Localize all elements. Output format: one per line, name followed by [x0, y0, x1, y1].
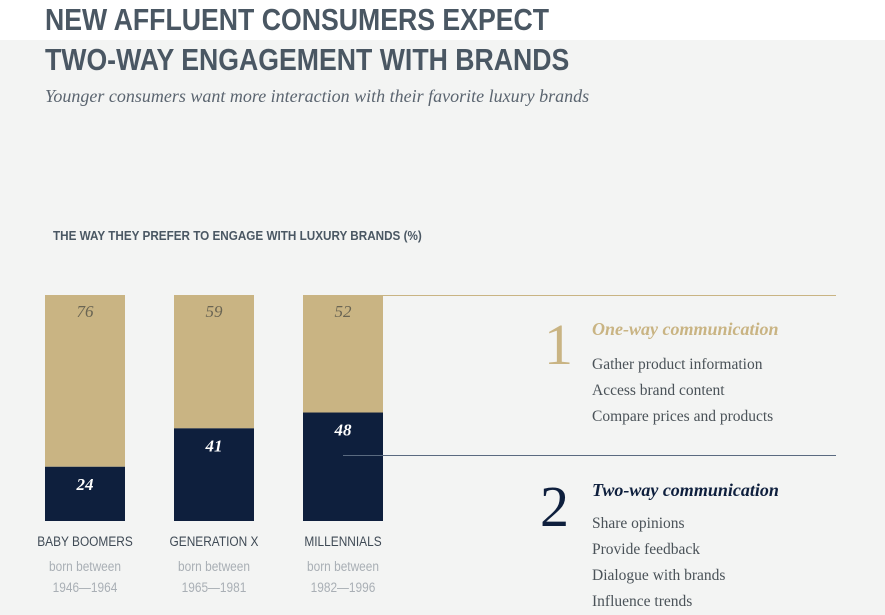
legend-item: Gather product information	[592, 356, 763, 373]
bar-two-way	[174, 428, 254, 521]
headline-line-1: NEW AFFLUENT CONSUMERS EXPECT	[45, 2, 550, 37]
legend-item: Compare prices and products	[592, 408, 774, 425]
bar-one-way	[45, 295, 125, 467]
category-subtitle-line: 1982—1996	[310, 580, 376, 595]
category-subtitle-line: born between	[307, 559, 379, 574]
header-band	[0, 0, 885, 40]
legend-item: Share opinions	[592, 515, 685, 532]
bar-label-one-way: 59	[206, 302, 224, 321]
bar-label-one-way: 52	[335, 302, 353, 321]
legend-number-one-way: 1	[544, 312, 573, 377]
category-subtitle-generation-x: born between 1965—1981	[157, 556, 271, 598]
category-subtitle-line: born between	[178, 559, 250, 574]
legend-item: Influence trends	[592, 593, 693, 610]
bar-one-way	[174, 295, 254, 429]
headline-line-2: TWO-WAY ENGAGEMENT WITH BRANDS	[45, 42, 570, 77]
legend-title-one-way: One-way communication	[592, 319, 779, 339]
category-subtitle-line: 1965—1981	[181, 580, 247, 595]
category-label-generation-x: GENERATION X	[169, 534, 259, 549]
bar-two-way	[303, 412, 383, 521]
bar-label-two-way: 24	[76, 475, 94, 494]
legend-item: Provide feedback	[592, 541, 701, 558]
legend-number-two-way: 2	[540, 474, 569, 539]
chart-title: THE WAY THEY PREFER TO ENGAGE WITH LUXUR…	[53, 228, 422, 243]
category-subtitle-line: 1946—1964	[52, 580, 118, 595]
bar-label-one-way: 76	[77, 302, 95, 321]
category-subtitle-baby-boomers: born between 1946—1964	[28, 556, 142, 598]
bar-two-way	[45, 466, 125, 521]
legend-item: Access brand content	[592, 382, 725, 399]
subtitle: Younger consumers want more interaction …	[45, 86, 590, 106]
bar-label-two-way: 41	[205, 436, 223, 455]
category-label-millennials: MILLENNIALS	[304, 534, 382, 549]
category-subtitle-millennials: born between 1982—1996	[286, 556, 400, 598]
bar-label-two-way: 48	[334, 421, 353, 440]
legend-list-two-way: Share opinions Provide feedback Dialogue…	[592, 511, 725, 615]
category-subtitle-line: born between	[49, 559, 121, 574]
legend-title-two-way: Two-way communication	[592, 480, 779, 500]
category-label-baby-boomers: BABY BOOMERS	[37, 534, 133, 549]
legend-item: Dialogue with brands	[592, 567, 726, 584]
bar-one-way	[303, 295, 383, 413]
legend-list-one-way: Gather product information Access brand …	[592, 352, 773, 430]
